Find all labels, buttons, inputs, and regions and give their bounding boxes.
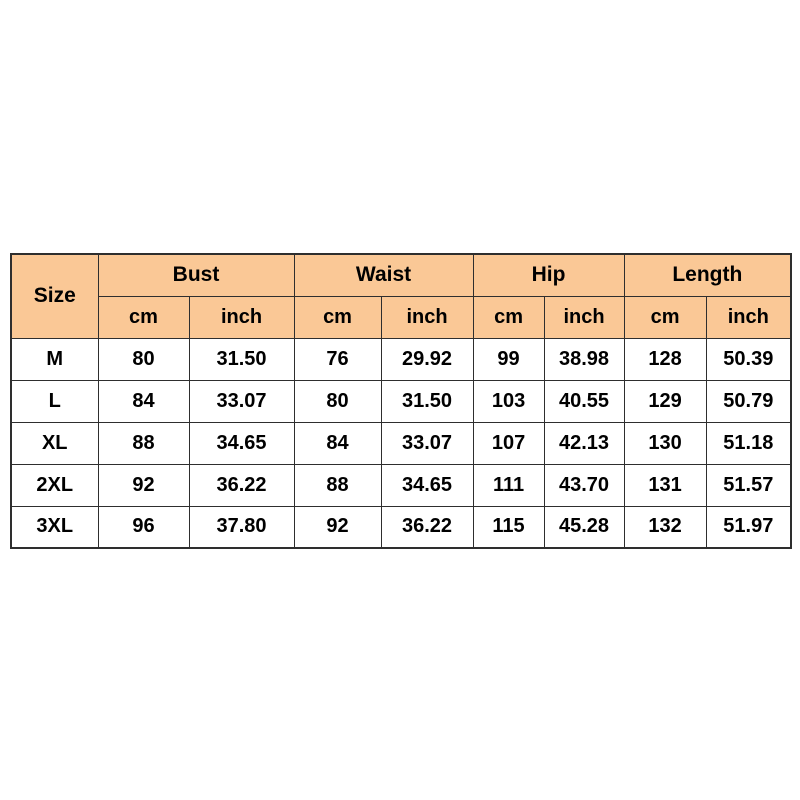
data-cell: 31.50 bbox=[188, 337, 295, 381]
data-cell: 115 bbox=[472, 505, 545, 549]
data-cell: 31.50 bbox=[380, 379, 474, 423]
data-cell: 38.98 bbox=[543, 337, 625, 381]
size-column-header: Size bbox=[10, 253, 99, 339]
data-cell: 33.07 bbox=[188, 379, 295, 423]
data-cell: 96 bbox=[97, 505, 190, 549]
data-cell: 132 bbox=[623, 505, 707, 549]
hip-cm-header: cm bbox=[472, 295, 545, 339]
data-cell: 51.97 bbox=[705, 505, 792, 549]
table-row: 3XL 96 37.80 92 36.22 115 45.28 132 51.9… bbox=[10, 505, 792, 549]
bust-cm-header: cm bbox=[97, 295, 190, 339]
table-row: 2XL 92 36.22 88 34.65 111 43.70 131 51.5… bbox=[10, 463, 792, 507]
table-row: XL 88 34.65 84 33.07 107 42.13 130 51.18 bbox=[10, 421, 792, 465]
data-cell: 34.65 bbox=[380, 463, 474, 507]
data-cell: 92 bbox=[97, 463, 190, 507]
data-cell: 42.13 bbox=[543, 421, 625, 465]
data-cell: 99 bbox=[472, 337, 545, 381]
bust-group-header: Bust bbox=[97, 253, 295, 297]
data-cell: 103 bbox=[472, 379, 545, 423]
data-cell: 43.70 bbox=[543, 463, 625, 507]
data-cell: 128 bbox=[623, 337, 707, 381]
data-cell: 33.07 bbox=[380, 421, 474, 465]
data-cell: 111 bbox=[472, 463, 545, 507]
data-cell: 92 bbox=[293, 505, 382, 549]
data-cell: 131 bbox=[623, 463, 707, 507]
data-cell: 76 bbox=[293, 337, 382, 381]
size-cell: 3XL bbox=[10, 505, 99, 549]
data-cell: 51.57 bbox=[705, 463, 792, 507]
group-header-row: Size Bust Waist Hip Length bbox=[10, 253, 792, 339]
data-cell: 45.28 bbox=[543, 505, 625, 549]
hip-group-header: Hip bbox=[472, 253, 625, 297]
data-cell: 84 bbox=[97, 379, 190, 423]
data-cell: 51.18 bbox=[705, 421, 792, 465]
data-cell: 84 bbox=[293, 421, 382, 465]
data-cell: 37.80 bbox=[188, 505, 295, 549]
hip-inch-header: inch bbox=[543, 295, 625, 339]
data-cell: 29.92 bbox=[380, 337, 474, 381]
table-row: M 80 31.50 76 29.92 99 38.98 128 50.39 bbox=[10, 337, 792, 381]
data-cell: 88 bbox=[293, 463, 382, 507]
data-cell: 80 bbox=[97, 337, 190, 381]
data-cell: 50.79 bbox=[705, 379, 792, 423]
data-cell: 107 bbox=[472, 421, 545, 465]
waist-cm-header: cm bbox=[293, 295, 382, 339]
data-cell: 88 bbox=[97, 421, 190, 465]
waist-inch-header: inch bbox=[380, 295, 474, 339]
size-cell: M bbox=[10, 337, 99, 381]
data-cell: 80 bbox=[293, 379, 382, 423]
unit-header-row: cm inch cm inch cm inch cm inch bbox=[11, 295, 792, 339]
table-row: L 84 33.07 80 31.50 103 40.55 129 50.79 bbox=[10, 379, 792, 423]
length-inch-header: inch bbox=[705, 295, 792, 339]
data-cell: 34.65 bbox=[188, 421, 295, 465]
waist-group-header: Waist bbox=[293, 253, 474, 297]
data-cell: 36.22 bbox=[188, 463, 295, 507]
length-group-header: Length bbox=[623, 253, 792, 297]
size-cell: 2XL bbox=[10, 463, 99, 507]
size-cell: L bbox=[10, 379, 99, 423]
data-cell: 129 bbox=[623, 379, 707, 423]
bust-inch-header: inch bbox=[188, 295, 295, 339]
data-cell: 36.22 bbox=[380, 505, 474, 549]
length-cm-header: cm bbox=[623, 295, 707, 339]
data-cell: 50.39 bbox=[705, 337, 792, 381]
data-cell: 130 bbox=[623, 421, 707, 465]
size-chart-table: Size Bust Waist Hip Length cm inch cm in… bbox=[10, 253, 793, 549]
size-cell: XL bbox=[10, 421, 99, 465]
data-cell: 40.55 bbox=[543, 379, 625, 423]
